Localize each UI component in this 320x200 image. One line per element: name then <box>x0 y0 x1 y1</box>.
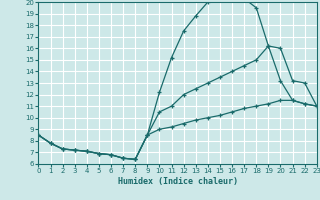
X-axis label: Humidex (Indice chaleur): Humidex (Indice chaleur) <box>118 177 238 186</box>
